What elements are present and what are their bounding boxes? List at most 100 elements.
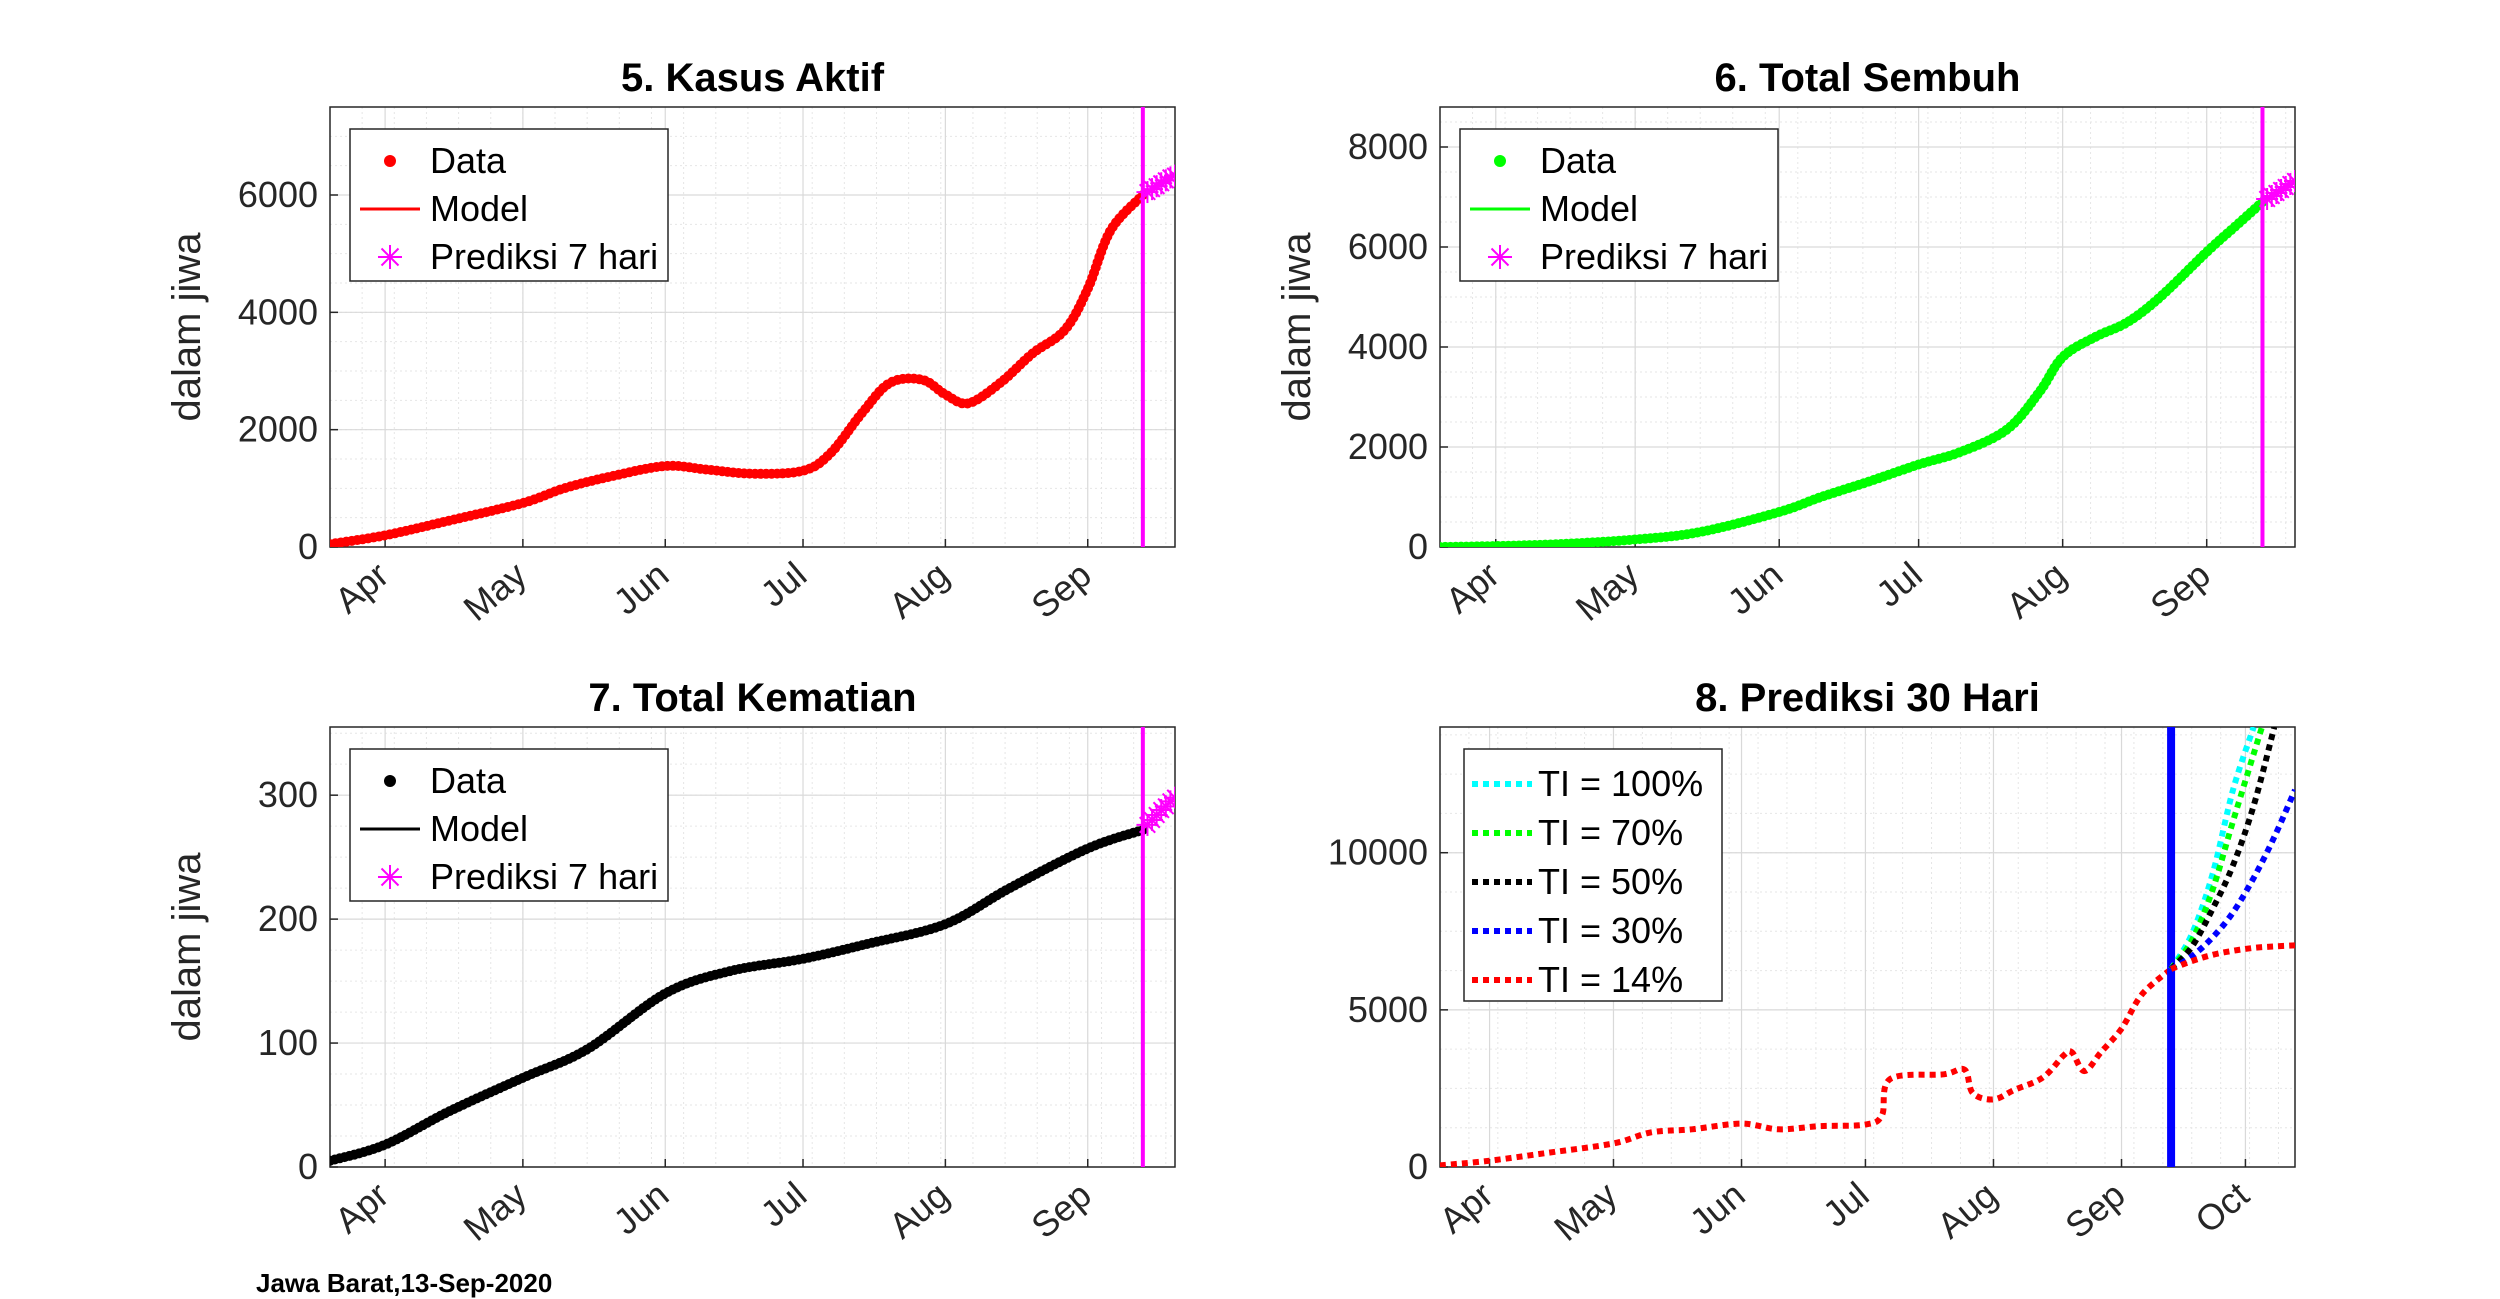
legend-label: Prediksi 7 hari — [430, 236, 658, 277]
x-tick-label: May — [456, 1174, 534, 1249]
axes-box — [329, 726, 1176, 1168]
y-tick-label: 300 — [258, 774, 318, 815]
legend-label: TI = 30% — [1538, 910, 1683, 951]
x-tick-label: Jun — [1720, 554, 1791, 623]
x-tick-label: Aug — [881, 554, 956, 627]
legend-marker — [378, 245, 402, 269]
legend-label: Model — [1540, 188, 1638, 229]
plot-area — [330, 107, 1175, 547]
legend: Data Model Prediksi 7 hari — [349, 128, 669, 282]
x-tick-label: Jul — [753, 1174, 815, 1235]
legend-box — [349, 128, 669, 282]
data-series — [330, 190, 1148, 547]
legend: Data Model Prediksi 7 hari — [1459, 128, 1779, 282]
y-tick-label: 100 — [258, 1022, 318, 1063]
y-tick-label: 8000 — [1348, 126, 1428, 167]
plot-area — [330, 727, 1175, 1167]
x-tick-label: May — [1546, 1174, 1624, 1249]
legend-marker — [384, 775, 396, 787]
legend-marker — [384, 155, 396, 167]
x-tick-label: May — [456, 554, 534, 629]
chart-panel-7: Apr May Jun Jul Aug Sep 0 100 200 300 7. Total Kem… — [165, 676, 1176, 1249]
prediction-series — [2256, 170, 2295, 210]
y-tick-label: 4000 — [1348, 326, 1428, 367]
history-line — [1440, 966, 2174, 1167]
prediction-point — [1164, 164, 1175, 187]
chart-title: 8. Prediksi 30 Hari — [1695, 676, 2040, 720]
footer-caption: Jawa Barat,13-Sep-2020 — [256, 1268, 553, 1298]
legend-box — [349, 748, 669, 902]
legend-label: Data — [430, 760, 507, 801]
y-tick-label: 0 — [298, 1146, 318, 1187]
legend-label: Data — [430, 140, 507, 181]
legend-marker — [1488, 245, 1512, 269]
axes-box — [1439, 106, 2296, 548]
legend-label: Prediksi 7 hari — [1540, 236, 1768, 277]
forecast-line — [2170, 942, 2295, 972]
legend-box — [1463, 748, 1723, 1002]
y-tick-label: 4000 — [238, 291, 318, 332]
chart-panel-5: Apr May Jun Jul Aug Sep 0 2000 4000 6000 5. Kasus … — [165, 56, 1176, 629]
y-tick-label: 5000 — [1348, 989, 1428, 1030]
chart-title: 6. Total Sembuh — [1715, 56, 2021, 100]
y-tick-label: 10000 — [1328, 832, 1428, 873]
x-tick-label: Jun — [606, 554, 677, 623]
forecast-line — [2168, 727, 2257, 971]
legend: Data Model Prediksi 7 hari — [349, 748, 669, 902]
legend-label: TI = 50% — [1538, 861, 1683, 902]
x-tick-label: Jul — [1815, 1174, 1877, 1235]
x-tick-label: Jul — [753, 554, 815, 615]
y-tick-label: 200 — [258, 898, 318, 939]
chart-title: 7. Total Kematian — [588, 676, 916, 720]
legend-label: Model — [430, 808, 528, 849]
x-tick-label: Apr — [1431, 1174, 1500, 1241]
data-series — [330, 824, 1148, 1166]
x-tick-label: Aug — [1998, 554, 2073, 627]
legend-marker — [378, 865, 402, 889]
x-tick-label: Sep — [1023, 1174, 1098, 1247]
plot-area — [1440, 727, 2295, 1167]
legend-label: Data — [1540, 140, 1617, 181]
x-tick-label: Sep — [2057, 1174, 2132, 1247]
legend-marker — [1494, 155, 1506, 167]
forecast-line — [2168, 727, 2278, 972]
x-tick-label: Jul — [1868, 554, 1930, 615]
y-tick-label: 2000 — [1348, 426, 1428, 467]
y-tick-label: 6000 — [1348, 226, 1428, 267]
legend: TI = 100% TI = 70% TI = 50% TI = 30% TI = 14… — [1463, 748, 1723, 1002]
x-tick-label: Apr — [327, 1174, 396, 1241]
x-tick-label: Sep — [1023, 554, 1098, 627]
prediction-series — [1136, 164, 1175, 204]
y-tick-label: 0 — [298, 526, 318, 567]
y-tick-label: 0 — [1408, 1146, 1428, 1187]
x-tick-label: Apr — [1438, 554, 1507, 621]
legend-label: Prediksi 7 hari — [430, 856, 658, 897]
chart-panel-6: Apr May Jun Jul Aug Sep 0 2000 4000 6000 8000 6. To… — [1275, 56, 2296, 629]
x-tick-label: Apr — [327, 554, 396, 621]
x-tick-label: Aug — [881, 1174, 956, 1247]
x-tick-label: Aug — [1929, 1174, 2004, 1247]
plot-area — [1440, 107, 2295, 547]
x-tick-label: Jun — [606, 1174, 677, 1243]
x-tick-label: Jun — [1682, 1174, 1753, 1243]
legend-label: TI = 14% — [1538, 959, 1683, 1000]
legend-box — [1459, 128, 1779, 282]
y-tick-label: 2000 — [238, 409, 318, 450]
chart-title: 5. Kasus Aktif — [621, 56, 885, 100]
x-tick-label: May — [1568, 554, 1646, 629]
y-axis-label: dalam jiwa — [165, 852, 209, 1042]
y-tick-label: 0 — [1408, 526, 1428, 567]
y-tick-label: 6000 — [238, 174, 318, 215]
data-series — [1440, 197, 2268, 547]
x-tick-label: Oct — [2187, 1174, 2256, 1241]
prediction-point — [2284, 170, 2295, 192]
y-axis-label: dalam jiwa — [1275, 232, 1319, 422]
legend-label: Model — [430, 188, 528, 229]
y-axis-label: dalam jiwa — [165, 232, 209, 422]
x-tick-label: Sep — [2142, 554, 2217, 627]
forecast-line — [2169, 788, 2295, 972]
axes-box — [329, 106, 1176, 548]
legend-label: TI = 70% — [1538, 812, 1683, 853]
legend-label: TI = 100% — [1538, 763, 1703, 804]
